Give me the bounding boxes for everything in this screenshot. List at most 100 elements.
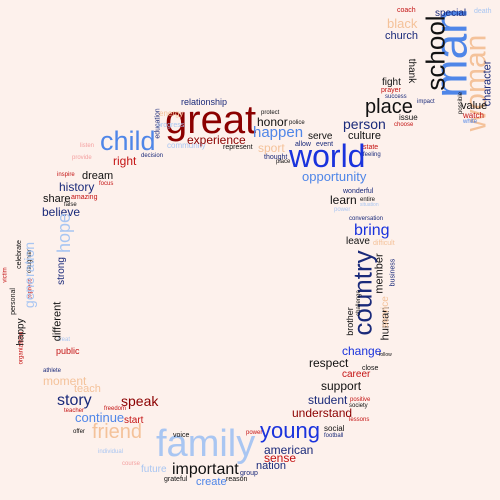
word-change: change — [342, 344, 382, 358]
word-grateful: grateful — [164, 476, 188, 483]
word-allow: allow — [295, 141, 311, 148]
word-happy: happy — [15, 318, 27, 346]
word-place-small: place — [276, 159, 291, 165]
word-group: group — [240, 470, 258, 477]
word-freedom: freedom — [104, 406, 127, 412]
word-start: start — [124, 415, 144, 426]
word-serve: serve — [308, 131, 333, 142]
word-bring: bring — [354, 222, 390, 239]
word-respect: respect — [309, 356, 349, 370]
word-school: school — [420, 15, 451, 91]
word-represent: represent — [223, 144, 253, 151]
word-continue: continue — [75, 410, 125, 425]
word-challenge: challenge — [355, 290, 362, 316]
word-situation: situation — [360, 202, 379, 208]
word-teach: teach — [74, 383, 101, 395]
word-world: world — [289, 138, 366, 174]
word-friend: friend — [92, 421, 143, 443]
word-student: student — [308, 393, 348, 407]
word-american: american — [264, 443, 314, 457]
word-protect: protect — [261, 110, 280, 116]
word-watch: watch — [463, 111, 484, 120]
word-share: share — [43, 193, 71, 205]
word-understand: understand — [292, 406, 353, 420]
word-inspire: inspire — [57, 172, 75, 178]
word-offer: offer — [73, 429, 85, 435]
word-impact: impact — [417, 99, 435, 105]
word-special: special — [435, 8, 467, 19]
word-decision: decision — [141, 153, 164, 159]
word-sport: sport — [258, 141, 285, 155]
word-relationship: relationship — [181, 97, 228, 107]
word-speak: speak — [121, 393, 159, 409]
word-false: false — [64, 202, 77, 208]
word-difficult: difficult — [373, 240, 395, 247]
word-follow: follow — [379, 352, 392, 358]
word-course: course — [122, 461, 141, 467]
word-learn: learn — [330, 193, 357, 207]
word-issue: issue — [399, 113, 418, 122]
word-choose: choose — [394, 122, 414, 128]
word-strong: strong — [55, 257, 67, 285]
word-dream: dream — [82, 170, 114, 182]
word-family: family — [156, 423, 256, 465]
word-amazing: amazing — [71, 194, 98, 201]
word-fight: fight — [382, 77, 401, 88]
word-different: different — [51, 301, 64, 342]
word-reason: reason — [226, 476, 248, 483]
word-child: child — [100, 126, 156, 156]
word-generation: generation — [21, 241, 38, 309]
word-value: value — [461, 100, 488, 112]
word-teacher: teacher — [64, 408, 85, 414]
word-state: state — [363, 144, 379, 151]
word-create: create — [196, 476, 227, 488]
word-white: white — [463, 119, 478, 125]
word-power-small: power — [246, 430, 263, 436]
word-hope: hope — [54, 212, 75, 254]
word-success: success — [385, 94, 407, 100]
word-energy: energy — [159, 109, 184, 118]
word-brother: brother — [344, 307, 355, 336]
word-community: community — [167, 141, 206, 150]
word-young: young — [260, 418, 320, 443]
word-leave: leave — [346, 236, 370, 247]
word-great: great — [165, 98, 257, 142]
word-lessons: lessons — [349, 417, 370, 423]
word-positive: positive — [350, 397, 371, 403]
word-wonderful: wonderful — [343, 188, 374, 195]
word-victim: victim — [2, 267, 9, 283]
word-happen: happen — [253, 124, 304, 141]
word-career: career — [342, 369, 371, 380]
word-entire: entire — [360, 197, 376, 203]
word-voice: voice — [173, 432, 190, 439]
word-conversation: conversation — [349, 216, 384, 222]
word-police: police — [289, 120, 305, 126]
word-culture: culture — [348, 130, 382, 142]
word-athlete: athlete — [43, 368, 62, 374]
word-thank: thank — [406, 58, 418, 84]
word-society: society — [349, 403, 368, 409]
word-event: event — [316, 141, 334, 148]
word-church: church — [385, 30, 419, 42]
word-public: public — [56, 346, 80, 356]
word-focus: focus — [99, 181, 114, 187]
word-death: death — [474, 8, 492, 15]
word-close: close — [362, 365, 379, 372]
word-opportunity: opportunity — [302, 169, 367, 184]
word-important: important — [172, 461, 239, 478]
word-nation: nation — [256, 460, 286, 472]
word-believe: believe — [42, 205, 81, 219]
word-sense: sense — [264, 451, 297, 465]
word-support: support — [321, 379, 362, 393]
word-experience: experience — [187, 133, 246, 147]
word-honor: honor — [257, 115, 288, 129]
word-feeling: feeling — [363, 152, 381, 158]
word-personal: personal — [9, 288, 17, 315]
word-future: future — [141, 464, 167, 475]
word-moment: moment — [43, 374, 87, 388]
word-place: place — [365, 96, 413, 118]
word-service: service — [379, 296, 391, 328]
word-thought: thought — [264, 154, 288, 161]
word-member: member — [373, 253, 386, 294]
